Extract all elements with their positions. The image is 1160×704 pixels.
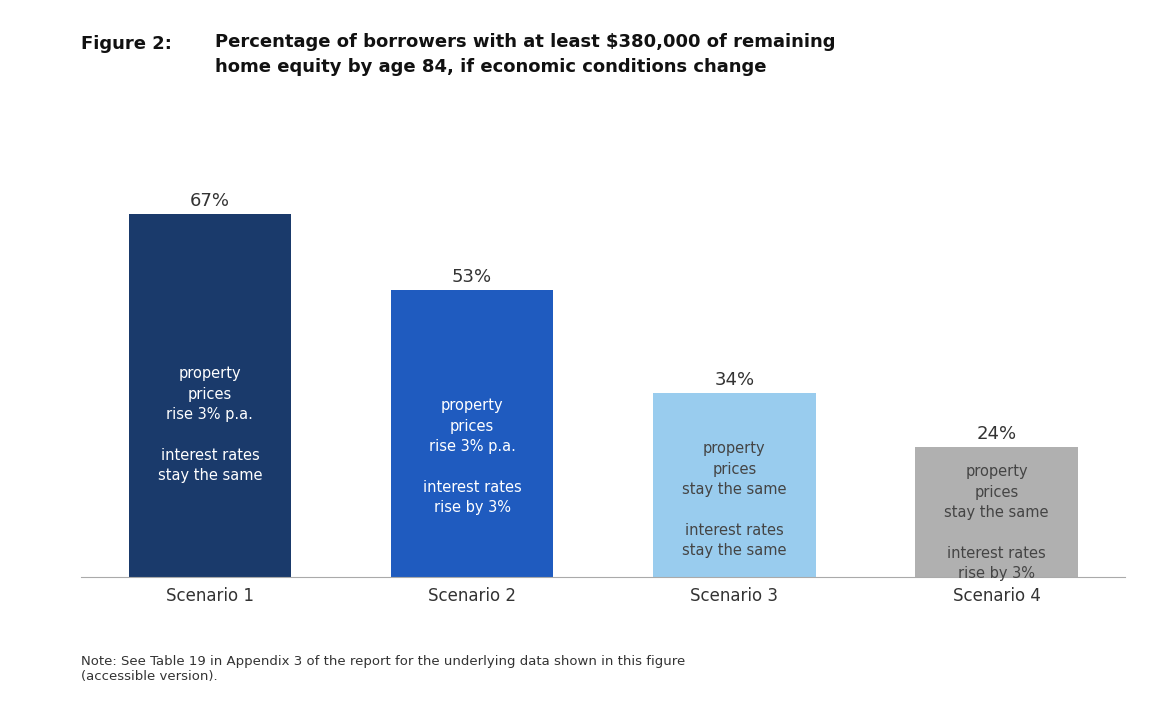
Bar [129, 215, 291, 577]
Text: 24%: 24% [977, 425, 1016, 443]
Bar [915, 447, 1078, 577]
Text: property
prices
stay the same

interest rates
rise by 3%: property prices stay the same interest r… [944, 464, 1049, 582]
Text: home equity by age 84, if economic conditions change: home equity by age 84, if economic condi… [215, 58, 766, 76]
Bar [653, 393, 815, 577]
Text: 67%: 67% [190, 192, 230, 210]
Text: Percentage of borrowers with at least $380,000 of remaining: Percentage of borrowers with at least $3… [215, 33, 835, 51]
Text: property
prices
rise 3% p.a.

interest rates
rise by 3%: property prices rise 3% p.a. interest ra… [422, 398, 522, 515]
Text: property
prices
stay the same

interest rates
stay the same: property prices stay the same interest r… [682, 441, 786, 558]
Text: 53%: 53% [452, 268, 492, 286]
Text: property
prices
rise 3% p.a.

interest rates
stay the same: property prices rise 3% p.a. interest ra… [158, 366, 262, 484]
Text: Figure 2:: Figure 2: [81, 35, 172, 54]
Text: 34%: 34% [715, 371, 754, 389]
Bar [391, 290, 553, 577]
Text: Note: See Table 19 in Appendix 3 of the report for the underlying data shown in : Note: See Table 19 in Appendix 3 of the … [81, 655, 686, 683]
